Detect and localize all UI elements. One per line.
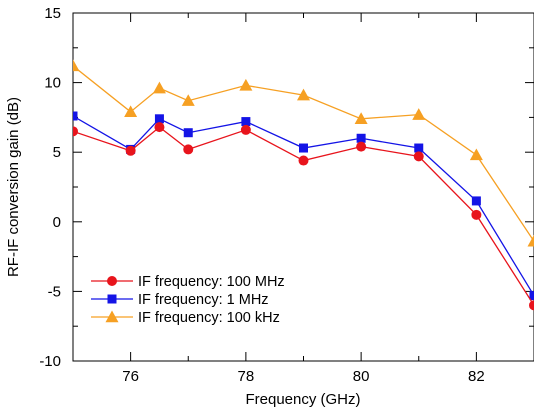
legend-marker [105,310,119,323]
y-axis-title: RF-IF conversion gain (dB) [5,97,22,277]
data-point [73,126,78,137]
y-tick-label: 10 [44,75,61,92]
series-triangle [73,59,534,247]
data-point [354,112,368,124]
data-point [124,105,138,118]
x-tick-label: 76 [122,368,139,385]
data-point [414,143,424,153]
x-tick-label: 78 [238,368,255,385]
data-point [527,234,534,247]
data-point [413,151,424,162]
data-point [154,122,165,133]
legend: IF frequency: 100 MHz IF frequency: 1 MHz… [91,274,285,326]
series-circle [73,122,534,311]
legend-marker [107,276,117,286]
data-point [298,155,309,166]
legend-item: IF frequency: 1 MHz [91,292,269,308]
data-point [183,144,194,155]
tick-labels: 76 78 80 82 -10 -5 0 5 10 15 [39,5,484,385]
data-point [471,209,482,220]
x-tick-label: 82 [468,368,485,385]
data-point [471,196,481,206]
legend-item: IF frequency: 100 kHz [91,310,280,326]
data-point [529,291,534,301]
data-point [356,141,367,152]
y-tick-label: -10 [39,353,61,370]
data-point [125,145,136,156]
series-line [73,65,534,242]
data-point [73,59,80,72]
y-tick-label: -5 [48,283,61,300]
legend-marker [107,294,117,304]
legend-label: IF frequency: 100 MHz [138,274,285,290]
series-layer [73,59,534,311]
x-axis-title: Frequency (GHz) [245,391,360,408]
y-tick-label: 15 [44,5,61,22]
data-point [299,143,308,153]
y-tick-label: 5 [53,144,61,161]
series-line [73,115,534,296]
data-point [239,78,253,91]
series-line [73,126,534,306]
data-point [152,81,166,94]
data-point [297,88,310,101]
data-point [154,114,164,124]
axis-ticks [72,12,534,362]
legend-label: IF frequency: 100 kHz [138,310,280,326]
y-tick-label: 0 [53,214,61,231]
data-point [240,124,251,135]
plot-frame [72,12,534,362]
data-point [181,94,195,106]
series-square [73,111,534,301]
data-point [183,128,193,138]
data-point [73,111,78,121]
legend-item: IF frequency: 100 MHz [91,274,285,290]
data-point [356,133,366,143]
x-tick-label: 80 [353,368,370,385]
data-point [412,108,426,120]
data-point [469,148,483,161]
data-point [529,300,534,311]
data-point [241,117,251,127]
legend-label: IF frequency: 1 MHz [138,292,269,308]
